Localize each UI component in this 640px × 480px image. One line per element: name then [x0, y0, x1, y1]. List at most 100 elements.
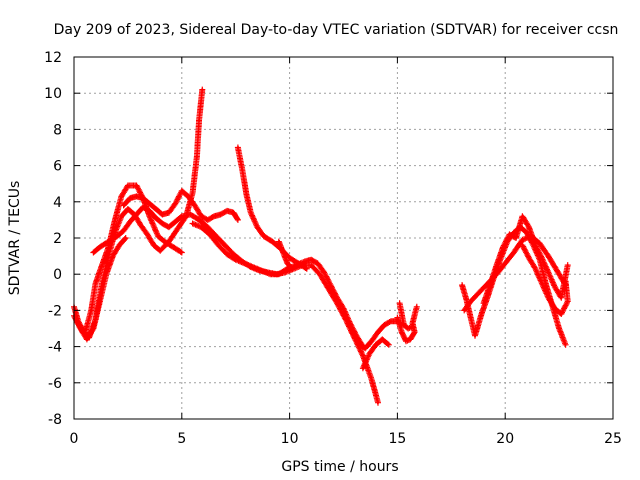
- data-point: [148, 215, 151, 218]
- data-point: [281, 251, 285, 254]
- data-point: [141, 206, 145, 209]
- data-point: [305, 267, 309, 270]
- data-point: [217, 244, 220, 247]
- data-point: [322, 271, 326, 274]
- data-point: [245, 193, 248, 196]
- data-point: [400, 312, 403, 316]
- data-point: [564, 343, 567, 346]
- data-point: [201, 88, 204, 91]
- data-point: [120, 195, 123, 198]
- series-arc-7: [234, 144, 310, 272]
- data-point: [90, 309, 93, 312]
- data-point: [156, 234, 160, 238]
- series-markers: [480, 213, 571, 307]
- data-point: [161, 213, 164, 216]
- data-point: [187, 195, 190, 198]
- y-tick-label: 6: [53, 159, 62, 175]
- data-point: [309, 258, 313, 261]
- data-point: [262, 234, 265, 238]
- data-series: [71, 86, 571, 406]
- data-point: [297, 262, 300, 265]
- x-tick-label: 25: [604, 431, 622, 447]
- series-arc-8: [275, 238, 295, 272]
- ticks: 0 5 10 15 20 25 -8 -6 -4 -2 0 2 4 6 8 10 12: [44, 50, 622, 447]
- data-point: [180, 215, 183, 218]
- data-point: [547, 296, 550, 299]
- data-point: [480, 312, 483, 316]
- data-point: [361, 354, 365, 357]
- x-tick-label: 20: [496, 431, 514, 447]
- data-point: [335, 296, 339, 299]
- data-point: [463, 309, 466, 312]
- data-point: [504, 262, 507, 265]
- data-point: [406, 327, 410, 330]
- y-tick-label: 10: [44, 86, 62, 102]
- data-point: [350, 330, 354, 334]
- x-tick-label: 5: [177, 431, 186, 447]
- data-point: [398, 301, 401, 305]
- data-point: [277, 273, 281, 276]
- data-point: [342, 307, 345, 310]
- data-point: [126, 207, 130, 211]
- series-markers: [90, 204, 381, 406]
- data-point: [348, 321, 352, 325]
- data-point: [271, 240, 274, 243]
- data-point: [329, 283, 332, 287]
- data-point: [118, 244, 121, 247]
- data-point: [508, 233, 511, 236]
- data-point: [236, 146, 240, 149]
- series-markers: [234, 144, 310, 272]
- data-point: [189, 213, 192, 216]
- data-point: [107, 254, 110, 258]
- data-point: [540, 256, 544, 260]
- data-point: [225, 209, 229, 213]
- data-point: [370, 377, 373, 381]
- data-point: [81, 330, 84, 334]
- data-point: [167, 225, 171, 229]
- data-point: [540, 282, 544, 285]
- data-point: [159, 249, 162, 252]
- y-axis-label: SDTVAR / TECUs: [7, 181, 23, 296]
- data-point: [488, 283, 492, 287]
- data-point: [370, 339, 373, 343]
- data-point: [128, 196, 132, 200]
- data-point: [290, 267, 293, 270]
- data-point: [469, 300, 472, 303]
- data-point: [139, 224, 143, 227]
- data-point: [141, 196, 145, 200]
- data-point: [154, 207, 158, 211]
- data-point: [115, 234, 119, 238]
- data-point: [566, 300, 569, 303]
- series-arc-4: [90, 204, 381, 406]
- data-point: [521, 244, 524, 247]
- data-point: [288, 256, 291, 260]
- y-tick-label: 4: [53, 195, 62, 211]
- data-point: [560, 312, 563, 316]
- series-markers: [275, 238, 295, 272]
- x-tick-label: 15: [388, 431, 406, 447]
- data-point: [87, 336, 91, 339]
- series-arc-10: [359, 336, 392, 372]
- data-point: [195, 155, 199, 158]
- data-point: [465, 298, 468, 301]
- data-point: [94, 318, 97, 321]
- data-point: [176, 227, 179, 231]
- series-arc-15: [480, 213, 571, 307]
- data-point: [124, 236, 127, 240]
- x-axis-label: GPS time / hours: [281, 459, 398, 475]
- series-arc-2: [71, 182, 185, 337]
- data-point: [527, 225, 531, 229]
- data-point: [240, 168, 244, 171]
- series-markers: [71, 182, 185, 337]
- data-point: [376, 330, 380, 334]
- series-arc-5: [120, 187, 241, 223]
- series-arc-9: [349, 318, 405, 352]
- data-point: [473, 334, 477, 337]
- y-tick-label: 2: [53, 231, 62, 247]
- data-point: [363, 347, 367, 350]
- data-point: [318, 273, 321, 276]
- data-point: [236, 218, 240, 222]
- data-point: [219, 213, 222, 216]
- data-point: [232, 211, 235, 214]
- data-point: [534, 244, 537, 247]
